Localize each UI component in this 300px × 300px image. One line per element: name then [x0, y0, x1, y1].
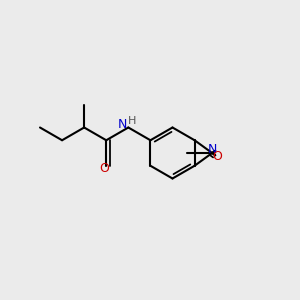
- Text: N: N: [118, 118, 127, 131]
- Text: N: N: [208, 143, 218, 156]
- Text: H: H: [128, 116, 136, 126]
- Text: O: O: [212, 150, 222, 163]
- Text: O: O: [99, 162, 109, 175]
